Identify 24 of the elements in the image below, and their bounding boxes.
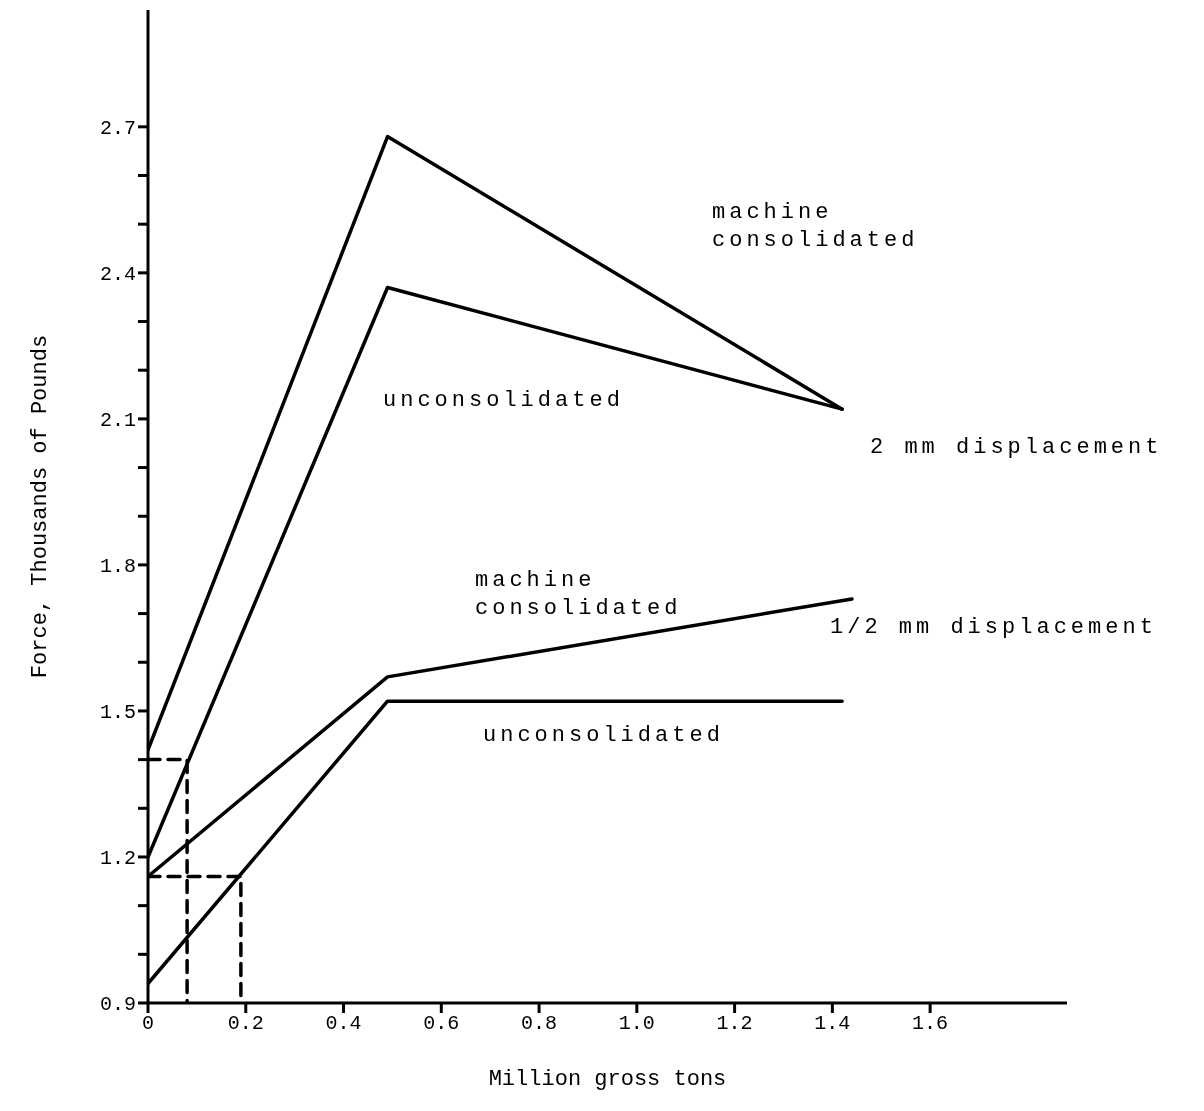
x-tick-label: 1.0 [618,1012,655,1036]
annotation: unconsolidated [383,388,624,413]
annotation: machine consolidated [475,568,682,621]
y-axis-title: Force, Thousands of Pounds [27,334,53,679]
x-tick-label: 1.4 [814,1012,851,1036]
annotation: unconsolidated [483,723,724,748]
annotation: machine consolidated [712,200,919,253]
y-tick-label: 0.9 [99,993,136,1017]
x-tick-label: 0 [141,1012,155,1036]
x-axis-title: Million gross tons [488,1067,727,1092]
x-tick-label: 1.2 [716,1012,753,1036]
y-tick-label: 2.1 [99,408,136,432]
annotation: 2 mm displacement [870,435,1163,460]
x-tick-label: 0.8 [521,1012,558,1036]
y-tick-label: 1.2 [99,847,136,871]
y-tick-label: 1.5 [99,701,136,725]
x-tick-label: 0.4 [325,1012,362,1036]
y-tick-label: 1.8 [99,555,136,579]
annotation: 1/2 mm displacement [830,615,1157,640]
x-tick-label: 0.6 [423,1012,460,1036]
x-tick-label: 1.6 [912,1012,949,1036]
x-tick-label: 0.2 [227,1012,264,1036]
y-tick-label: 2.4 [99,262,136,286]
y-tick-label: 2.7 [99,116,136,140]
